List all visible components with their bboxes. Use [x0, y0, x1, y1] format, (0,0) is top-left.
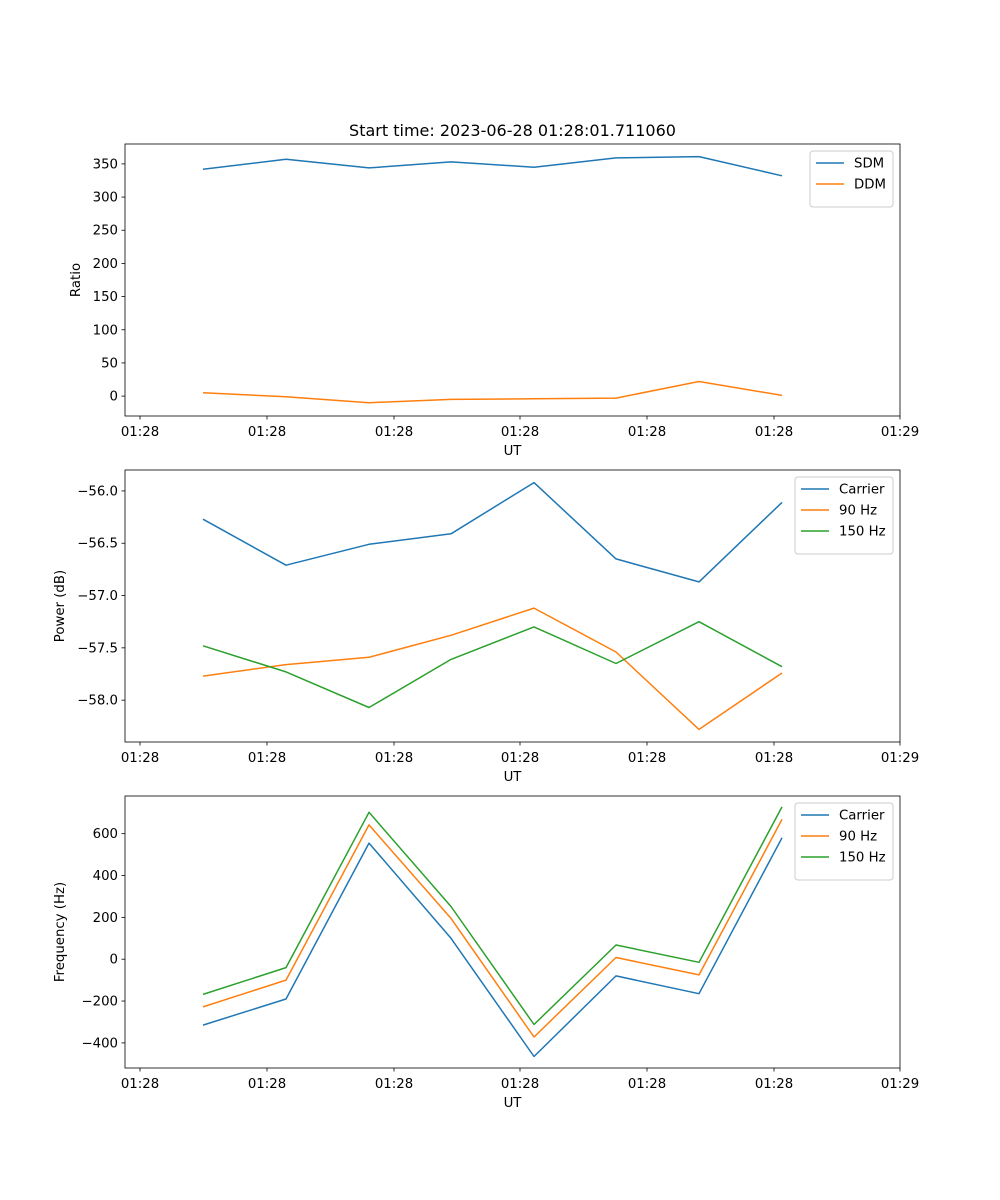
chart-panel-2: 01:28 01:28 01:28 01:28 01:28 01:28 01:29 UT −58… [53, 469, 919, 785]
x-tick-label: 01:28 [501, 751, 539, 766]
x-tick-label: 01:28 [375, 751, 413, 766]
y-tick-label: −57.0 [77, 589, 118, 604]
legend-label: DDM [854, 178, 886, 193]
x-tick-label: 01:28 [628, 1077, 666, 1092]
series-line-90-hz [202, 607, 783, 731]
x-tick-label: 01:28 [628, 425, 666, 440]
series-line-carrier [202, 481, 783, 583]
x-tick-label: 01:28 [121, 751, 159, 766]
x-tick-label: 01:29 [881, 425, 919, 440]
plot-area [124, 795, 901, 1069]
y-axis-label: Ratio [69, 263, 84, 297]
x-tick-label: 01:28 [121, 1077, 159, 1092]
x-axis-label: UT [504, 444, 523, 459]
x-axis-label: UT [504, 1096, 523, 1111]
y-tick-label: 150 [93, 290, 118, 305]
x-tick-label: 01:28 [248, 1077, 286, 1092]
y-axis-label: Frequency (Hz) [53, 882, 68, 982]
legend-box [809, 150, 894, 208]
legend-label: Carrier [839, 483, 885, 498]
x-tick-label: 01:28 [121, 425, 159, 440]
legend-box [794, 802, 894, 881]
series-line-sdm [202, 155, 783, 177]
y-tick-label: −57.5 [77, 641, 118, 656]
legend-label: 90 Hz [839, 830, 877, 845]
figure-title: Start time: 2023-06-28 01:28:01.711060 [349, 121, 676, 140]
series-line-150-hz [202, 620, 783, 709]
x-tick-label: 01:28 [755, 1077, 793, 1092]
x-tick-label: 01:28 [755, 751, 793, 766]
legend: Carrier 90 Hz 150 Hz [794, 476, 894, 555]
y-tick-label: 350 [93, 157, 118, 172]
y-tick-label: 250 [93, 224, 118, 239]
x-tick-label: 01:29 [881, 1077, 919, 1092]
y-tick-label: −58.0 [77, 694, 118, 709]
x-tick-label: 01:28 [248, 751, 286, 766]
series-line-90-hz [202, 819, 783, 1038]
legend: Carrier 90 Hz 150 Hz [794, 802, 894, 881]
y-tick-label: 50 [101, 356, 118, 371]
y-tick-label: 600 [93, 827, 118, 842]
x-tick-label: 01:28 [755, 425, 793, 440]
x-tick-label: 01:28 [248, 425, 286, 440]
x-tick-label: 01:29 [881, 751, 919, 766]
y-tick-label: 0 [110, 953, 118, 968]
y-tick-label: 400 [93, 869, 118, 884]
x-tick-label: 01:28 [501, 1077, 539, 1092]
panels: 01:28 01:28 01:28 01:28 01:28 01:28 01:29 UT 0 50… [53, 143, 919, 1111]
legend-label: 150 Hz [839, 525, 886, 540]
x-tick-label: 01:28 [628, 751, 666, 766]
y-tick-label: −400 [81, 1036, 118, 1051]
y-axis-label: Power (dB) [53, 570, 68, 642]
legend-label: Carrier [839, 809, 885, 824]
series-line-150-hz [202, 806, 783, 1026]
plot-area [124, 469, 901, 743]
series-line-ddm [202, 380, 783, 404]
y-tick-label: 300 [93, 191, 118, 206]
x-tick-label: 01:28 [501, 425, 539, 440]
series-line-carrier [202, 837, 783, 1058]
y-tick-label: −56.5 [77, 537, 118, 552]
y-tick-label: −200 [81, 995, 118, 1010]
x-tick-label: 01:28 [375, 1077, 413, 1092]
legend-box [794, 476, 894, 555]
legend: SDM DDM [809, 150, 894, 208]
y-tick-label: 100 [93, 323, 118, 338]
legend-label: SDM [854, 157, 884, 172]
chart-panel-1: 01:28 01:28 01:28 01:28 01:28 01:28 01:29 UT 0 50… [69, 143, 919, 459]
plot-area [124, 143, 901, 417]
y-tick-label: 200 [93, 257, 118, 272]
legend-label: 150 Hz [839, 851, 886, 866]
chart-panel-3: 01:28 01:28 01:28 01:28 01:28 01:28 01:29 UT −40… [53, 795, 919, 1111]
x-tick-label: 01:28 [375, 425, 413, 440]
legend-label: 90 Hz [839, 504, 877, 519]
y-tick-label: 0 [110, 390, 118, 405]
y-tick-label: −56.0 [77, 484, 118, 499]
y-tick-label: 200 [93, 911, 118, 926]
x-axis-label: UT [504, 770, 523, 785]
